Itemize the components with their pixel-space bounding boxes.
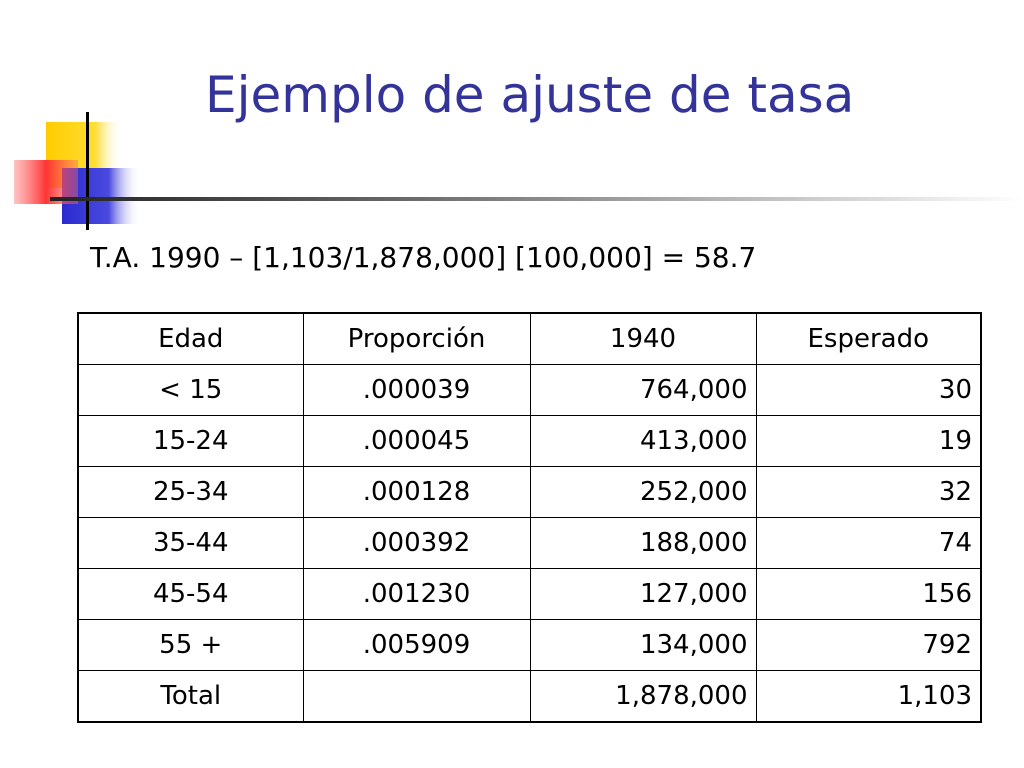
cell-edad: 15-24: [77, 415, 304, 467]
cell-proporcion: .000039: [302, 364, 531, 416]
vertical-rule: [86, 112, 89, 230]
cell-1940: 188,000: [529, 517, 757, 569]
cell-proporcion: [302, 670, 531, 723]
horizontal-rule: [50, 197, 1024, 201]
blue-square: [62, 168, 140, 224]
red-square: [14, 160, 78, 204]
cell-1940: 413,000: [529, 415, 757, 467]
cell-1940: 127,000: [529, 568, 757, 620]
slide-title: Ejemplo de ajuste de tasa: [205, 66, 855, 124]
table-row: 55 + .005909 134,000 792: [77, 619, 982, 671]
cell-esperado: 32: [755, 466, 982, 518]
cell-esperado: 1,103: [755, 670, 982, 723]
table-total-row: Total 1,878,000 1,103: [77, 670, 982, 723]
cell-proporcion: .000392: [302, 517, 531, 569]
cell-1940: 1,878,000: [529, 670, 757, 723]
table-row: < 15 .000039 764,000 30: [77, 364, 982, 416]
cell-edad: 45-54: [77, 568, 304, 620]
header-esperado: Esperado: [755, 312, 982, 365]
cell-proporcion: .000045: [302, 415, 531, 467]
cell-edad: < 15: [77, 364, 304, 416]
cell-esperado: 156: [755, 568, 982, 620]
cell-edad: 55 +: [77, 619, 304, 671]
cell-esperado: 792: [755, 619, 982, 671]
cell-esperado: 74: [755, 517, 982, 569]
yellow-square: [46, 122, 122, 188]
cell-edad: 25-34: [77, 466, 304, 518]
cell-edad: Total: [77, 670, 304, 723]
table-header-row: Edad Proporción 1940 Esperado: [77, 312, 982, 365]
table-row: 45-54 .001230 127,000 156: [77, 568, 982, 620]
header-edad: Edad: [77, 312, 304, 365]
cell-edad: 35-44: [77, 517, 304, 569]
cell-1940: 134,000: [529, 619, 757, 671]
cell-esperado: 30: [755, 364, 982, 416]
age-adjustment-table: Edad Proporción 1940 Esperado < 15 .0000…: [77, 312, 982, 723]
header-proporcion: Proporción: [302, 312, 531, 365]
table-row: 15-24 .000045 413,000 19: [77, 415, 982, 467]
cell-proporcion: .000128: [302, 466, 531, 518]
cell-proporcion: .005909: [302, 619, 531, 671]
rate-formula: T.A. 1990 – [1,103/1,878,000] [100,000] …: [90, 241, 757, 274]
cell-proporcion: .001230: [302, 568, 531, 620]
table-row: 35-44 .000392 188,000 74: [77, 517, 982, 569]
table-row: 25-34 .000128 252,000 32: [77, 466, 982, 518]
cell-1940: 252,000: [529, 466, 757, 518]
cell-1940: 764,000: [529, 364, 757, 416]
header-1940: 1940: [529, 312, 757, 365]
cell-esperado: 19: [755, 415, 982, 467]
